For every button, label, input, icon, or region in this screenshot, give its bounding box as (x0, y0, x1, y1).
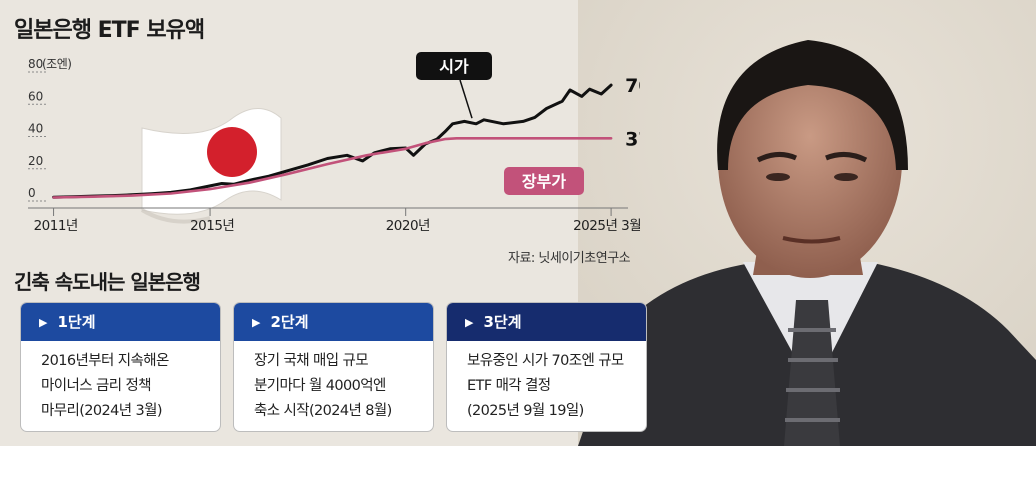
series-name-label: 장부가 (522, 172, 566, 191)
step-card-header: ▶ 1단계 (21, 303, 220, 341)
step-label: 3단계 (483, 313, 522, 331)
governor-photo (578, 0, 1036, 446)
step-text-line: ETF 매각 결정 (467, 378, 551, 394)
japan-flag-icon (140, 108, 282, 224)
x-tick-label: 2011년 (34, 218, 78, 234)
y-tick-label: 60 (28, 89, 43, 103)
step-text-line: 장기 국채 매입 규모 (254, 353, 369, 369)
step-label: 2단계 (270, 313, 309, 331)
step-text-line: (2025년 9월 19일) (467, 403, 584, 419)
holdings-line-chart: 80 60 40 20 0 (조엔) 2011년 2015년 2020년 2025년 3월 말 7… (28, 52, 640, 234)
y-tick-label: 20 (28, 154, 43, 168)
step-label: 1단계 (57, 313, 96, 331)
play-triangle-icon: ▶ (252, 316, 261, 329)
chart-title: 일본은행 ETF 보유액 (14, 18, 205, 43)
step-card-header: ▶ 3단계 (447, 303, 646, 341)
play-triangle-icon: ▶ (39, 316, 48, 329)
end-value-label: 37 (625, 128, 640, 150)
step-text-line: 축소 시작(2024년 8월) (254, 403, 392, 419)
step-text-line: 2016년부터 지속해온 (41, 353, 169, 369)
step-text-line: 보유중인 시가 70조엔 규모 (467, 353, 624, 369)
y-tick-label: 0 (28, 186, 36, 200)
step-text-line: 마무리(2024년 3월) (41, 403, 163, 419)
series-line-book (52, 137, 613, 199)
x-tick-label: 2015년 (190, 218, 234, 234)
series-name-box (416, 52, 492, 80)
callout-pointer (459, 79, 473, 119)
step-text-line: 마이너스 금리 정책 (41, 378, 152, 394)
y-unit-label: (조엔) (42, 57, 71, 71)
series-name-label: 시가 (439, 57, 469, 76)
y-tick-label: 80 (28, 57, 43, 71)
x-tick-label: 2020년 (386, 218, 430, 234)
step-card-header: ▶ 2단계 (234, 303, 433, 341)
source-note: 자료: 닛세이기초연구소 (508, 251, 631, 266)
x-tick-label: 2025년 3월 말 (573, 218, 640, 234)
series-name-box (504, 167, 584, 195)
step-card-body: 보유중인 시가 70조엔 규모 ETF 매각 결정 (2025년 9월 19일) (447, 341, 646, 424)
steps-title: 긴축 속도내는 일본은행 (14, 270, 201, 294)
step-text-line: 분기마다 월 4000억엔 (254, 378, 386, 394)
play-triangle-icon: ▶ (465, 316, 474, 329)
y-tick-label: 40 (28, 122, 43, 136)
end-value-label: 70 (625, 75, 640, 97)
